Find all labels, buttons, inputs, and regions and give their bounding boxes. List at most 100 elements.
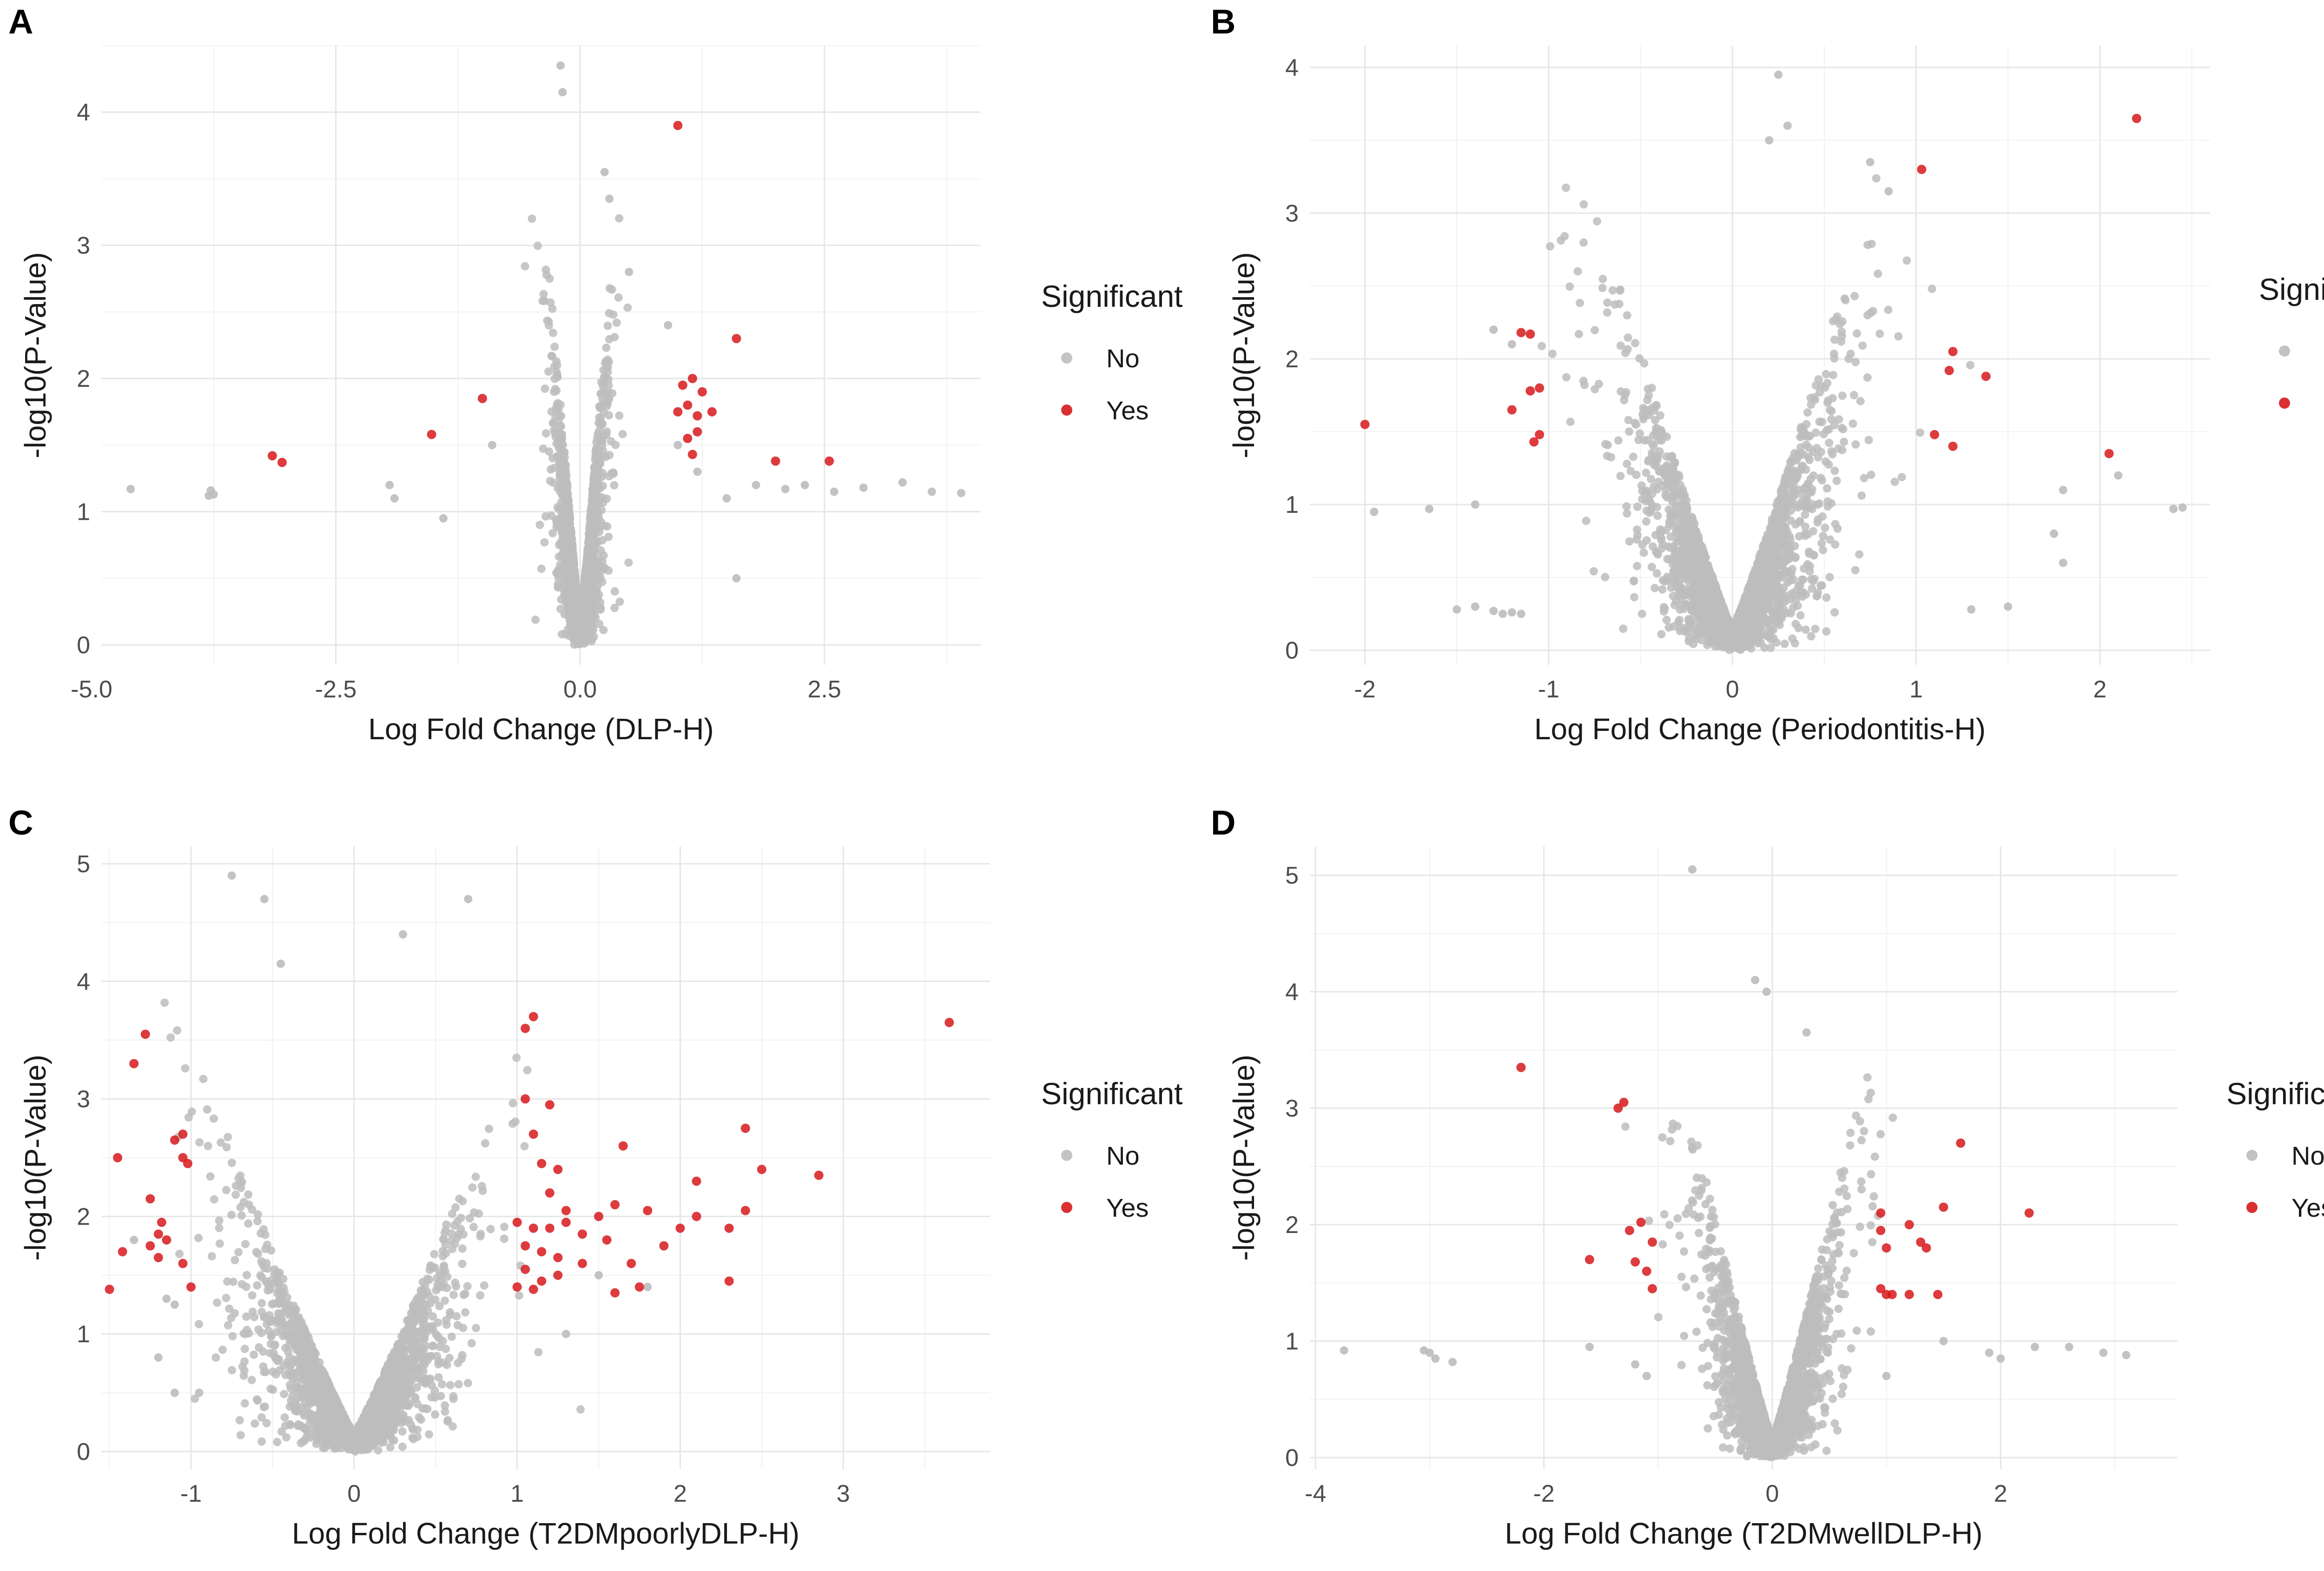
point-no (1766, 643, 1775, 652)
point-no (586, 594, 594, 603)
point-no (1803, 560, 1812, 569)
point-yes (697, 387, 707, 397)
point-no (573, 602, 581, 610)
point-no (1851, 440, 1860, 449)
point-no (1619, 624, 1628, 633)
point-no (722, 494, 731, 503)
point-no (1807, 575, 1816, 583)
point-no (957, 489, 965, 497)
point-no (596, 389, 605, 398)
point-no (1662, 616, 1671, 624)
point-no (552, 439, 561, 448)
point-no (564, 545, 573, 554)
y-tick-label: 3 (77, 232, 90, 259)
point-no (544, 367, 553, 376)
point-no (556, 567, 565, 576)
legend-title: Significant (1041, 279, 1183, 313)
point-no (1633, 562, 1642, 570)
point-no (1785, 466, 1794, 475)
y-tick-label: 0 (1285, 637, 1299, 664)
point-no (1658, 585, 1667, 594)
point-no (488, 441, 496, 450)
panel-letter: B (1211, 2, 1235, 41)
point-no (547, 465, 555, 474)
point-no (1631, 418, 1639, 427)
point-no (550, 342, 559, 351)
point-no (1830, 354, 1839, 363)
point-no (1629, 452, 1637, 461)
point-no (588, 498, 597, 507)
not-significant-points (126, 61, 965, 649)
point-no (1821, 524, 1829, 532)
legend-key-yes (1061, 404, 1072, 416)
y-tick-label: 0 (77, 632, 90, 659)
point-no (584, 563, 593, 572)
point-no (548, 529, 557, 537)
point-no (1601, 573, 1610, 582)
point-no (1562, 183, 1571, 192)
point-no (752, 481, 760, 490)
point-no (1874, 269, 1882, 278)
point-no (1656, 411, 1664, 420)
point-no (558, 430, 567, 439)
point-no (595, 620, 604, 629)
point-no (1622, 502, 1631, 511)
point-no (1807, 632, 1816, 641)
point-no (1652, 401, 1661, 410)
point-no (1856, 397, 1865, 405)
point-no (1863, 240, 1872, 249)
point-no (547, 351, 556, 360)
point-no (1849, 419, 1857, 428)
point-no (599, 626, 608, 635)
point-no (1592, 217, 1601, 226)
point-no (541, 429, 550, 438)
point-no (859, 484, 868, 492)
point-no (1802, 420, 1811, 429)
point-no (1765, 624, 1774, 633)
point-no (1805, 547, 1814, 556)
point-no (1616, 286, 1624, 295)
point-no (1884, 305, 1893, 314)
point-no (598, 536, 607, 545)
x-tick-label: -1 (1538, 676, 1559, 703)
point-no (544, 318, 553, 326)
point-no (558, 88, 567, 97)
point-no (1872, 174, 1881, 183)
point-no (1839, 425, 1848, 434)
point-no (1803, 530, 1812, 538)
point-no (1565, 282, 1574, 291)
point-no (1625, 427, 1634, 436)
point-no (1831, 520, 1840, 529)
point-no (603, 321, 612, 330)
point-no (664, 321, 673, 330)
point-no (604, 532, 613, 541)
point-no (601, 563, 609, 572)
point-no (1803, 408, 1812, 417)
point-no (1579, 377, 1588, 385)
point-yes (825, 456, 834, 466)
point-no (604, 387, 613, 396)
point-no (535, 520, 544, 529)
point-no (541, 265, 550, 274)
point-no (1814, 515, 1822, 524)
point-no (1623, 345, 1632, 354)
point-no (1928, 285, 1936, 293)
point-no (551, 384, 560, 393)
point-no (1794, 485, 1803, 494)
point-no (1806, 394, 1815, 403)
y-axis-title: -log10(P-Value) (1227, 252, 1261, 458)
point-no (1783, 567, 1791, 576)
point-no (1785, 475, 1794, 484)
point-no (596, 421, 605, 430)
y-tick-label: 2 (77, 365, 90, 392)
point-no (587, 540, 596, 549)
point-no (557, 411, 566, 420)
point-no (209, 490, 218, 499)
point-no (563, 482, 572, 491)
point-no (596, 605, 605, 614)
point-no (591, 586, 600, 595)
point-no (592, 471, 601, 480)
